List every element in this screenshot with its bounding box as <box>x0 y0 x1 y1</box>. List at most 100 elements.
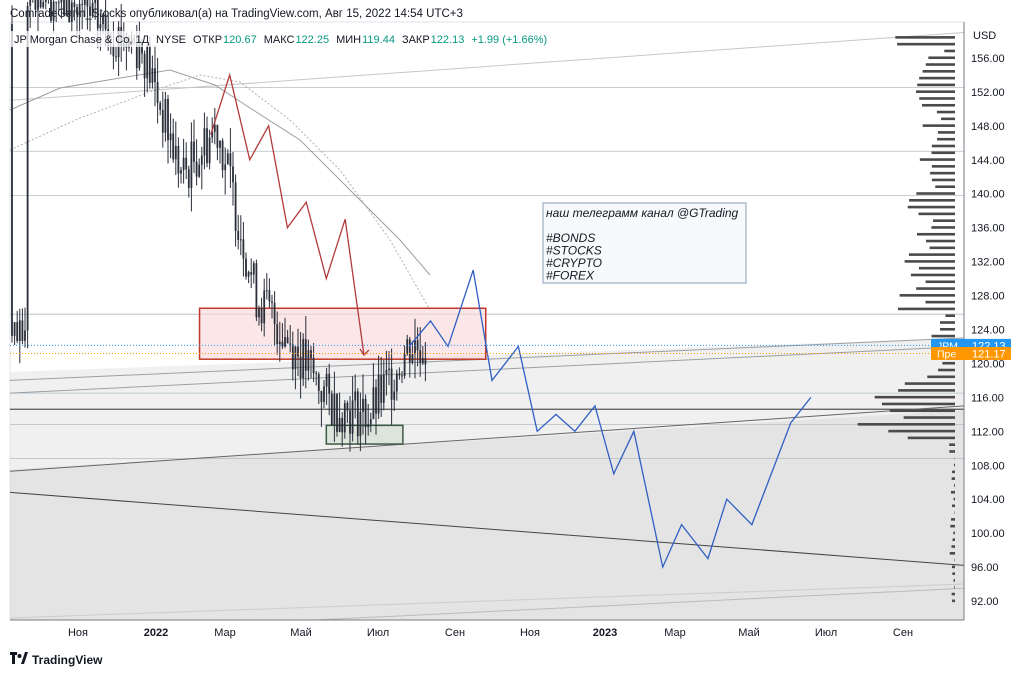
candle-body <box>278 341 281 345</box>
candle-body <box>229 153 232 167</box>
y-tick-label: 108.00 <box>971 460 1005 472</box>
candle-body <box>265 290 268 292</box>
candle-body <box>146 45 149 79</box>
candle-body <box>182 157 185 171</box>
volume-profile-bar <box>919 158 955 161</box>
volume-profile-bar <box>952 504 955 508</box>
candle-body <box>70 2 73 23</box>
candle-body <box>408 339 411 363</box>
volume-profile-bar <box>907 205 955 209</box>
shaded-region-lower <box>10 410 964 620</box>
shaded-region <box>10 337 964 620</box>
volume-profile-bar <box>925 300 955 304</box>
volume-profile-bar <box>897 307 955 311</box>
candle-body <box>161 110 164 133</box>
candle-body <box>57 2 60 4</box>
candle-body <box>302 339 305 379</box>
candle-body <box>115 56 117 58</box>
candle-body <box>167 98 169 141</box>
candle-body <box>226 153 229 165</box>
x-tick-label: Мар <box>664 627 686 639</box>
volume-profile-bar <box>915 90 955 93</box>
volume-profile-bar <box>927 375 955 379</box>
candle-body <box>354 391 357 401</box>
y-tick-label: 156.00 <box>971 53 1005 65</box>
annotation-tag: #CRYPTO <box>546 256 602 270</box>
volume-profile-bar <box>950 524 955 528</box>
candle-body <box>89 6 91 16</box>
y-tick-label: 120.00 <box>971 358 1005 370</box>
candle-body <box>39 0 42 8</box>
candle-body <box>34 0 37 10</box>
forecast-projection-line <box>408 269 812 570</box>
candle-body <box>312 358 315 374</box>
volume-profile-bar <box>919 76 955 80</box>
candle-body <box>359 411 362 437</box>
zigzag-arrowhead <box>359 348 370 356</box>
price-label-badge <box>931 347 1011 361</box>
legend-low-label: МИН <box>336 34 361 46</box>
legend-open-value: 120.67 <box>223 34 257 46</box>
volume-profile-bar <box>939 321 955 324</box>
price-label-value: 121.17 <box>972 349 1006 361</box>
candle-body <box>388 368 390 370</box>
tradingview-footer[interactable]: TradingView <box>10 652 102 667</box>
candle-body <box>91 3 94 16</box>
y-tick-label: 148.00 <box>971 121 1005 133</box>
volume-profile-bar <box>954 484 955 487</box>
legend-open-label: ОТКР <box>193 34 222 46</box>
candle-body <box>242 239 245 259</box>
volume-profile-bar <box>931 165 955 168</box>
volume-profile-bar <box>938 368 955 372</box>
candle-body <box>258 308 260 318</box>
candle-body <box>203 128 206 156</box>
candle-body <box>81 3 84 5</box>
legend-low-value: 119.44 <box>362 34 395 46</box>
volume-profile-bar <box>953 531 955 535</box>
volume-profile-bar <box>953 463 955 467</box>
candle-body <box>349 410 351 434</box>
volume-profile-bar <box>926 239 955 243</box>
candle-body <box>255 263 258 318</box>
candle-body <box>341 417 344 433</box>
y-tick-label: 136.00 <box>971 223 1005 235</box>
candle-body <box>21 320 24 341</box>
volume-profile-bar <box>952 538 955 542</box>
publish-header: ComradeGann_Stocks опубликовал(а) на Tra… <box>10 8 463 20</box>
candle-body <box>177 145 180 174</box>
candle-body <box>224 164 227 171</box>
y-tick-label: 112.00 <box>971 426 1004 438</box>
candle-body <box>252 263 255 275</box>
candle-body <box>382 374 385 403</box>
y-tick-label: 124.00 <box>971 324 1005 336</box>
y-tick-label: 128.00 <box>971 291 1005 303</box>
candle-body <box>419 350 422 364</box>
volume-profile-bar <box>899 294 955 297</box>
volume-profile-bar <box>945 314 955 318</box>
volume-profile-bar <box>953 579 955 582</box>
candle-body <box>325 373 328 387</box>
volume-profile-bar <box>889 409 955 413</box>
volume-profile-bar <box>904 260 955 263</box>
candle-body <box>99 24 102 29</box>
volume-profile-bar <box>918 266 955 270</box>
volume-profile-bar <box>954 585 955 589</box>
volume-profile-bar <box>907 436 955 440</box>
candle-body <box>16 322 19 341</box>
candle-body <box>372 387 375 420</box>
candle-body <box>187 169 190 188</box>
volume-profile-bar <box>941 117 955 121</box>
volume-profile <box>857 36 955 603</box>
candle-body <box>172 133 175 160</box>
trend-line <box>9 491 965 566</box>
legend-exchange: NYSE <box>156 34 186 46</box>
x-tick-label: Сен <box>445 627 465 639</box>
candle-body <box>336 393 338 432</box>
volume-profile-bar <box>874 395 955 399</box>
candle-body <box>304 339 307 371</box>
y-tick-label: 104.00 <box>971 494 1005 506</box>
price-label-tag: Пре <box>937 349 956 361</box>
candle-body <box>37 0 39 10</box>
candle-body <box>96 0 99 29</box>
